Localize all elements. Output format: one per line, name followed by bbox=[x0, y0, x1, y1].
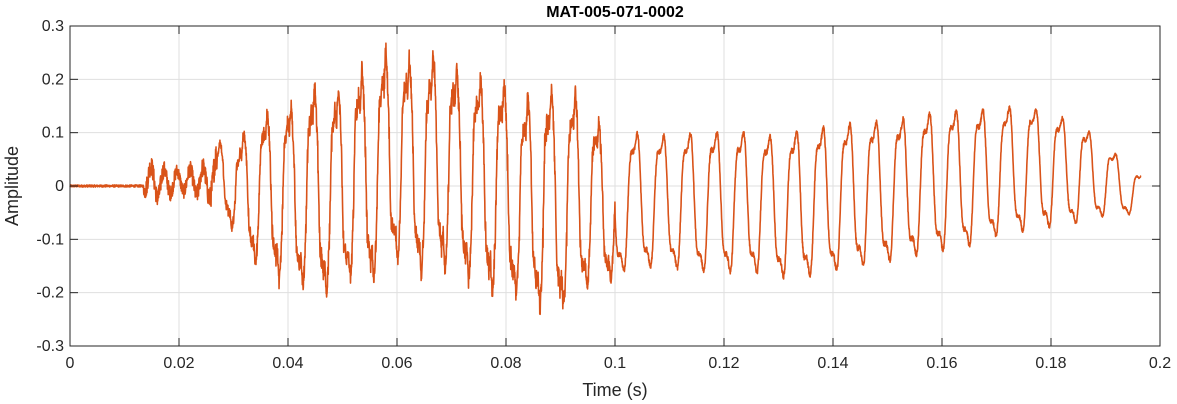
x-tick-label: 0 bbox=[66, 355, 75, 372]
x-tick-labels: 0 0.02 0.04 0.06 0.08 0.1 0.12 0.14 0.16 0.18 0.2 bbox=[66, 355, 1172, 372]
x-tick-label: 0.12 bbox=[708, 355, 739, 372]
x-tick-label: 0.2 bbox=[1149, 355, 1171, 372]
y-tick-label: -0.3 bbox=[36, 338, 64, 355]
x-tick-label: 0.1 bbox=[604, 355, 626, 372]
x-axis-label: Time (s) bbox=[582, 380, 647, 400]
x-tick-label: 0.08 bbox=[490, 355, 521, 372]
x-tick-label: 0.04 bbox=[272, 355, 303, 372]
waveform-series bbox=[69, 42, 1142, 316]
chart-title: MAT-005-071-0002 bbox=[546, 4, 684, 21]
x-tick-label: 0.18 bbox=[1035, 355, 1066, 372]
x-tick-label: 0.16 bbox=[926, 355, 957, 372]
waveform-line bbox=[69, 42, 1142, 316]
y-axis-label: Amplitude bbox=[2, 146, 22, 226]
y-tick-label: 0.1 bbox=[42, 125, 64, 142]
x-tick-label: 0.06 bbox=[381, 355, 412, 372]
x-tick-label: 0.02 bbox=[163, 355, 194, 372]
y-tick-label: 0.3 bbox=[42, 18, 64, 35]
y-tick-label: -0.2 bbox=[36, 285, 64, 302]
y-tick-label: 0.2 bbox=[42, 71, 64, 88]
x-tick-label: 0.14 bbox=[817, 355, 848, 372]
y-tick-labels: -0.3 -0.2 -0.1 0 0.1 0.2 0.3 bbox=[36, 18, 64, 355]
axis-ticks bbox=[69, 25, 1161, 347]
y-tick-label: -0.1 bbox=[36, 231, 64, 248]
y-tick-label: 0 bbox=[55, 178, 64, 195]
